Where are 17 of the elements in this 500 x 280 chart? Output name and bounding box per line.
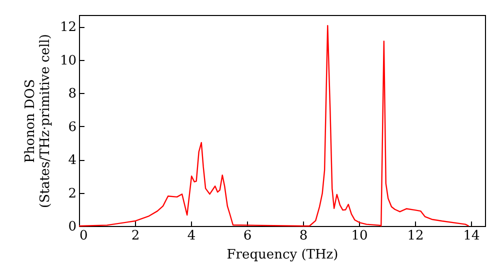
y-axis-title: Phonon DOS (States/THz·primitive cell)	[22, 34, 53, 208]
x-tick-label: 8	[299, 228, 308, 244]
x-axis-title: Frequency (THz)	[226, 248, 338, 262]
y-tick-label: 2	[68, 186, 76, 202]
y-tick-label: 12	[60, 20, 76, 36]
y-tick-label: 6	[68, 120, 76, 135]
x-tick-label: 12	[407, 228, 424, 244]
y-tick-label: 8	[68, 86, 76, 102]
x-tick-label: 10	[351, 228, 368, 244]
x-tick-label: 14	[463, 228, 480, 244]
y-tick-label: 4	[68, 153, 76, 168]
line-series	[78, 25, 470, 227]
x-tick-label: 6	[243, 228, 252, 244]
x-tick-label: 0	[80, 228, 88, 244]
x-tick-label: 4	[187, 228, 196, 244]
y-tick-label: 10	[60, 53, 76, 68]
x-tick-label: 2	[131, 228, 140, 244]
